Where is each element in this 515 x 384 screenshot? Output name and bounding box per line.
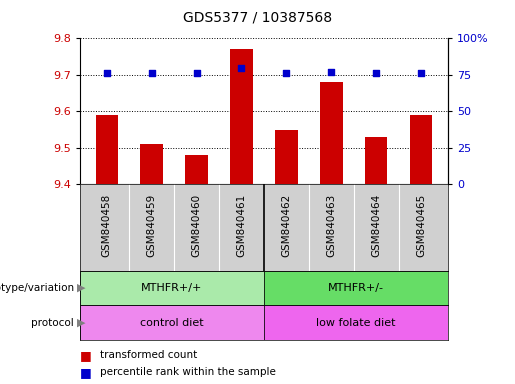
- Text: GSM840458: GSM840458: [102, 194, 112, 257]
- Point: [417, 70, 425, 76]
- Text: percentile rank within the sample: percentile rank within the sample: [100, 367, 277, 377]
- Bar: [141, 144, 163, 184]
- Point: [237, 65, 246, 71]
- Bar: [365, 137, 387, 184]
- Text: transformed count: transformed count: [100, 350, 198, 360]
- Bar: [230, 50, 253, 184]
- Text: GSM840463: GSM840463: [327, 194, 336, 257]
- Text: GSM840464: GSM840464: [371, 194, 381, 257]
- Text: GSM840462: GSM840462: [281, 194, 291, 257]
- Bar: [185, 155, 208, 184]
- Text: GSM840461: GSM840461: [236, 194, 247, 257]
- Text: ■: ■: [80, 366, 92, 379]
- Bar: [275, 129, 298, 184]
- Bar: [80, 305, 264, 340]
- Bar: [80, 271, 264, 305]
- Point: [193, 70, 201, 76]
- Bar: [410, 115, 432, 184]
- Point: [372, 70, 380, 76]
- Text: ▶: ▶: [77, 318, 86, 328]
- Text: low folate diet: low folate diet: [316, 318, 396, 328]
- Text: protocol: protocol: [31, 318, 77, 328]
- Bar: [264, 271, 448, 305]
- Text: ▶: ▶: [77, 283, 86, 293]
- Text: GSM840465: GSM840465: [416, 194, 426, 257]
- Point: [327, 69, 335, 75]
- Text: ■: ■: [80, 349, 92, 362]
- Point: [282, 70, 290, 76]
- Bar: [264, 305, 448, 340]
- Point: [102, 70, 111, 76]
- Text: MTHFR+/+: MTHFR+/+: [141, 283, 202, 293]
- Text: genotype/variation: genotype/variation: [0, 283, 77, 293]
- Bar: [96, 115, 118, 184]
- Text: GSM840460: GSM840460: [192, 194, 201, 257]
- Point: [148, 70, 156, 76]
- Bar: [320, 82, 342, 184]
- Text: GSM840459: GSM840459: [147, 194, 157, 257]
- Text: MTHFR+/-: MTHFR+/-: [328, 283, 384, 293]
- Text: GDS5377 / 10387568: GDS5377 / 10387568: [183, 10, 332, 24]
- Text: control diet: control diet: [140, 318, 204, 328]
